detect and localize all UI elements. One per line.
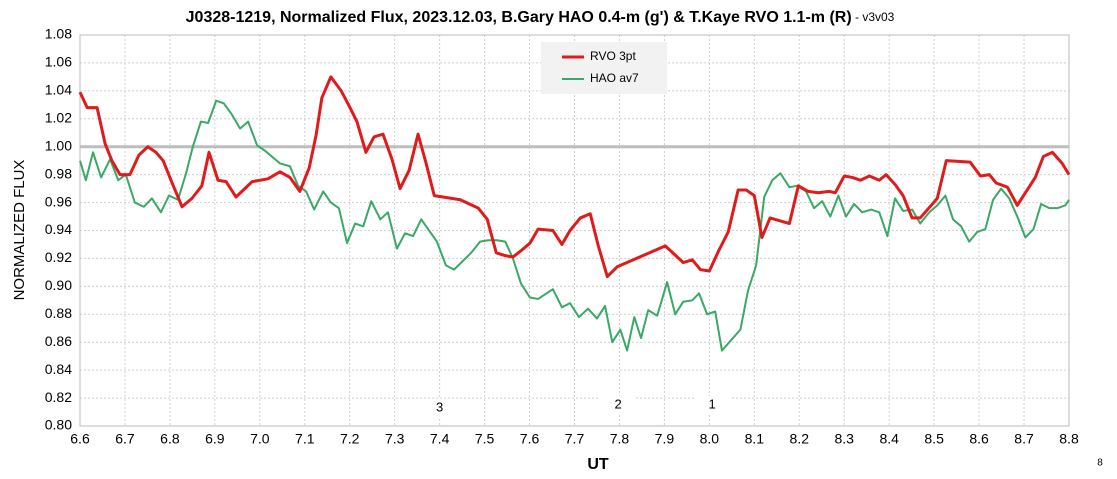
y-tick-label: 1.08 (45, 26, 72, 42)
annotation-box (694, 396, 731, 415)
x-tick-label: 7.1 (295, 431, 315, 447)
y-tick-label: 0.96 (45, 193, 72, 209)
x-tick-label: 8.4 (879, 431, 899, 447)
y-tick-label: 0.98 (45, 165, 72, 181)
y-tick-label: 0.80 (45, 417, 72, 433)
y-tick-label: 0.86 (45, 333, 72, 349)
x-tick-label: 7.3 (385, 431, 405, 447)
x-tick-label: 8.0 (700, 431, 720, 447)
x-tick-label: 6.8 (160, 431, 180, 447)
x-tick-label: 8.1 (745, 431, 765, 447)
x-tick-label: 6.7 (115, 431, 135, 447)
y-tick-label: 0.92 (45, 249, 72, 265)
chart-title-line: J0328-1219, Normalized Flux, 2023.12.03,… (186, 9, 895, 26)
y-axis-label: NORMALIZED FLUX (11, 160, 28, 301)
corner-note: 8 (1097, 458, 1103, 469)
y-tick-label: 0.90 (45, 277, 72, 293)
x-tick-label: 7.8 (610, 431, 630, 447)
chart-title: J0328-1219, Normalized Flux, 2023.12.03,… (186, 9, 852, 26)
x-tick-label: 7.9 (655, 431, 675, 447)
x-tick-label: 8.7 (1014, 431, 1034, 447)
x-tick-label: 8.3 (834, 431, 854, 447)
x-axis-label: UT (587, 456, 609, 473)
annotation: 1 (708, 396, 715, 411)
x-tick-label: 8.5 (924, 431, 944, 447)
legend-label: HAO av7 (590, 71, 639, 85)
y-tick-label: 0.94 (45, 221, 72, 237)
x-tick-label: 7.7 (565, 431, 585, 447)
y-tick-label: 1.04 (45, 82, 72, 98)
x-tick-label: 6.9 (205, 431, 225, 447)
x-tick-label: 7.6 (520, 431, 540, 447)
legend-label: RVO 3pt (590, 49, 636, 63)
x-tick-label: 8.6 (969, 431, 989, 447)
annotation: 3 (436, 399, 443, 414)
chart-version: - v3v03 (852, 10, 895, 24)
y-tick-label: 0.84 (45, 361, 72, 377)
x-tick-label: 6.6 (70, 431, 90, 447)
annotation: 2 (614, 396, 621, 411)
x-tick-label: 8.2 (790, 431, 810, 447)
annotation-box (421, 398, 458, 417)
series-line (78, 75, 1071, 279)
y-tick-label: 1.00 (45, 137, 72, 153)
x-tick-label: 7.5 (475, 431, 495, 447)
x-tick-label: 7.4 (430, 431, 450, 447)
x-tick-label: 7.2 (340, 431, 360, 447)
x-tick-label: 8.8 (1059, 431, 1079, 447)
plot-frame (79, 34, 1070, 427)
y-tick-label: 1.06 (45, 54, 72, 70)
legend-box (541, 42, 667, 94)
y-tick-label: 0.88 (45, 305, 72, 321)
y-tick-label: 1.02 (45, 109, 72, 125)
y-tick-label: 0.82 (45, 389, 72, 405)
annotation-box (600, 396, 637, 415)
x-tick-label: 7.0 (250, 431, 270, 447)
